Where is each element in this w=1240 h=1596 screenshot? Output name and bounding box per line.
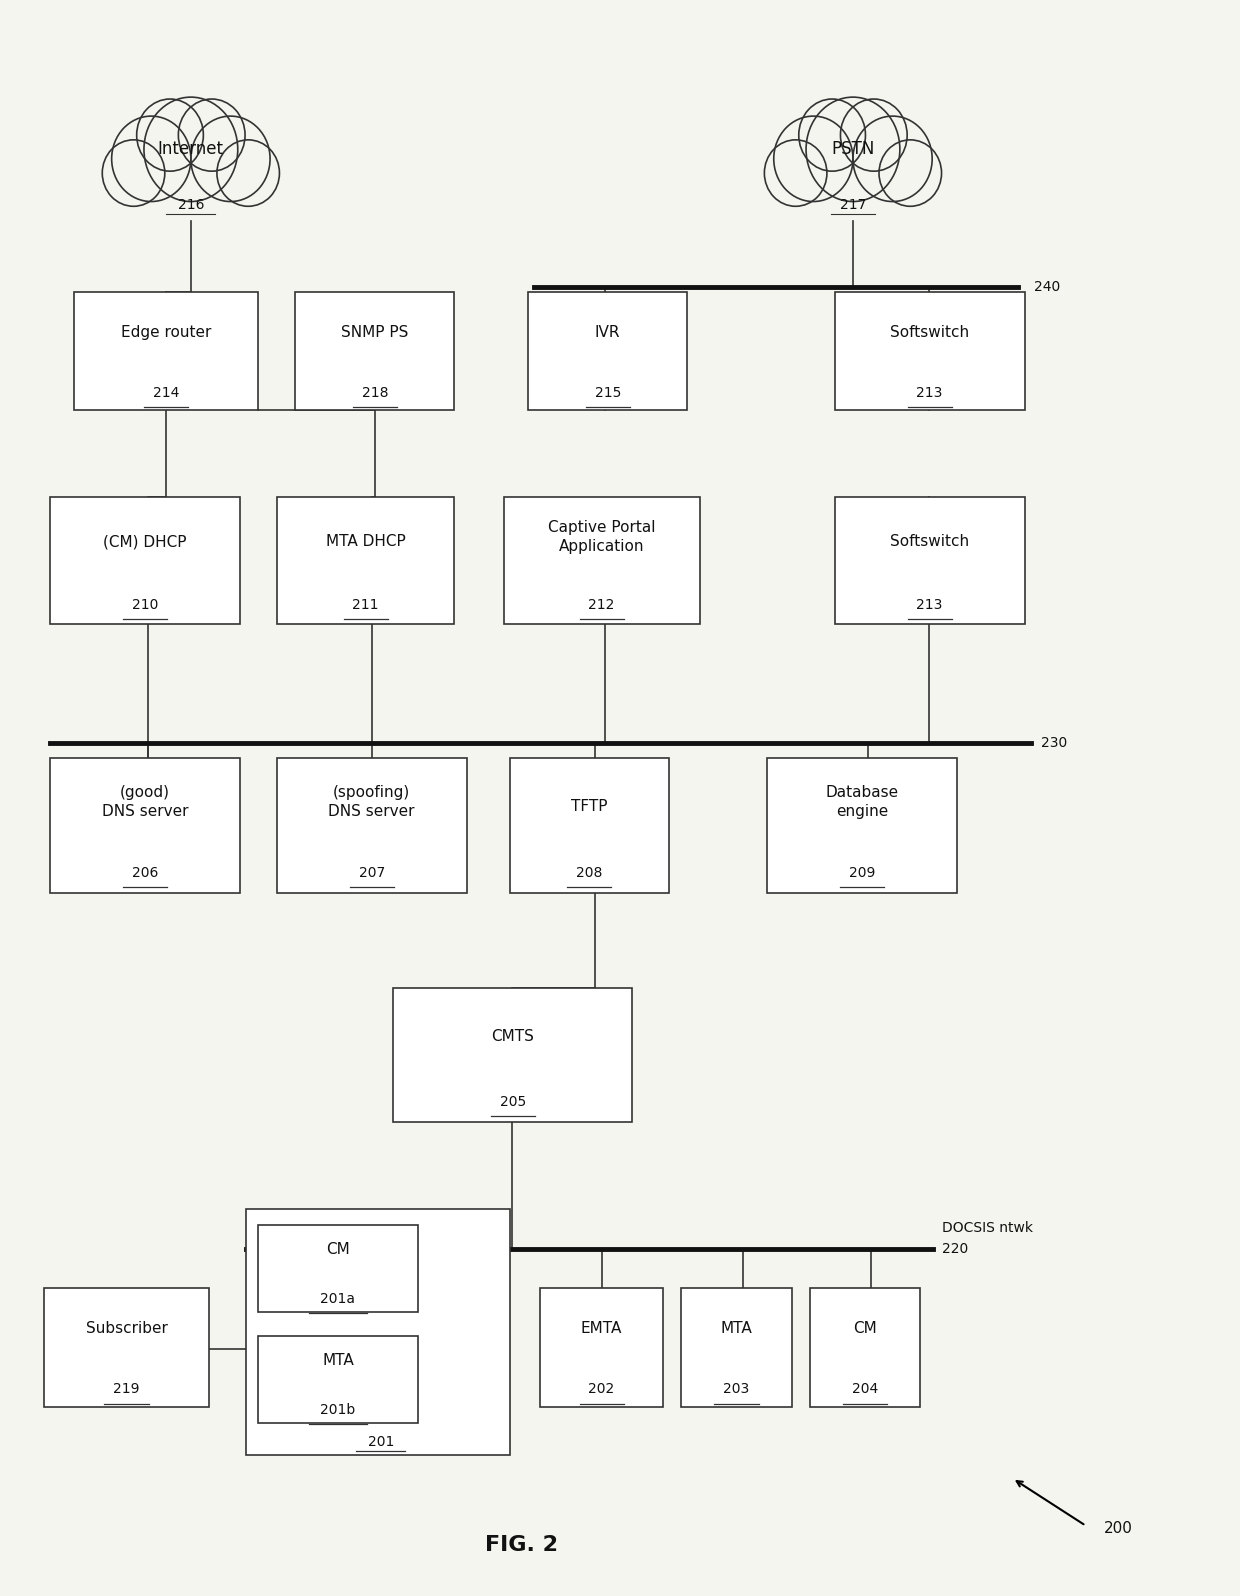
Text: Database
engine: Database engine: [826, 785, 899, 819]
Ellipse shape: [799, 99, 866, 171]
Text: 218: 218: [362, 386, 388, 399]
Text: 213: 213: [916, 598, 942, 611]
Text: (CM) DHCP: (CM) DHCP: [103, 535, 187, 549]
Ellipse shape: [217, 140, 279, 206]
FancyBboxPatch shape: [277, 758, 466, 892]
Text: CMTS: CMTS: [491, 1028, 534, 1044]
Text: Captive Portal
Application: Captive Portal Application: [548, 520, 656, 554]
Ellipse shape: [879, 140, 941, 206]
Text: FIG. 2: FIG. 2: [485, 1535, 558, 1555]
FancyBboxPatch shape: [768, 758, 957, 892]
FancyBboxPatch shape: [835, 498, 1024, 624]
FancyBboxPatch shape: [510, 758, 670, 892]
Text: Edge router: Edge router: [122, 324, 212, 340]
Text: Subscriber: Subscriber: [86, 1321, 167, 1336]
Text: 220: 220: [942, 1242, 968, 1256]
Text: (good)
DNS server: (good) DNS server: [102, 785, 188, 819]
Text: 219: 219: [113, 1382, 140, 1396]
Text: 214: 214: [154, 386, 180, 399]
Ellipse shape: [144, 97, 238, 201]
Text: Softswitch: Softswitch: [890, 324, 970, 340]
FancyBboxPatch shape: [258, 1336, 418, 1424]
Text: 203: 203: [723, 1382, 750, 1396]
Text: Internet: Internet: [157, 140, 224, 158]
Text: CM: CM: [853, 1321, 877, 1336]
Text: 201a: 201a: [320, 1293, 356, 1306]
Ellipse shape: [179, 99, 246, 171]
FancyBboxPatch shape: [295, 292, 455, 410]
Ellipse shape: [191, 117, 270, 201]
Text: 206: 206: [131, 865, 157, 879]
Ellipse shape: [112, 117, 191, 201]
Text: 240: 240: [1034, 279, 1060, 294]
Text: 208: 208: [577, 865, 603, 879]
Text: MTA: MTA: [720, 1321, 753, 1336]
FancyBboxPatch shape: [74, 292, 258, 410]
Ellipse shape: [764, 140, 827, 206]
FancyBboxPatch shape: [43, 1288, 210, 1408]
Ellipse shape: [774, 117, 853, 201]
Text: 210: 210: [131, 598, 157, 611]
Text: 204: 204: [852, 1382, 878, 1396]
Text: (spoofing)
DNS server: (spoofing) DNS server: [329, 785, 415, 819]
FancyBboxPatch shape: [246, 1210, 510, 1454]
Text: 213: 213: [916, 386, 942, 399]
Text: 201: 201: [368, 1435, 394, 1449]
FancyBboxPatch shape: [277, 498, 455, 624]
Text: 207: 207: [358, 865, 384, 879]
Text: DOCSIS ntwk: DOCSIS ntwk: [942, 1221, 1033, 1235]
Text: 212: 212: [589, 598, 615, 611]
Text: 205: 205: [500, 1095, 526, 1109]
FancyBboxPatch shape: [528, 292, 687, 410]
FancyBboxPatch shape: [835, 292, 1024, 410]
Text: 209: 209: [849, 865, 875, 879]
Ellipse shape: [841, 99, 908, 171]
FancyBboxPatch shape: [503, 498, 699, 624]
Text: 230: 230: [1040, 736, 1066, 750]
Text: PSTN: PSTN: [831, 140, 874, 158]
Text: TFTP: TFTP: [572, 800, 608, 814]
Text: 202: 202: [589, 1382, 615, 1396]
Ellipse shape: [102, 140, 165, 206]
FancyBboxPatch shape: [258, 1226, 418, 1312]
Text: 216: 216: [177, 198, 205, 212]
FancyBboxPatch shape: [810, 1288, 920, 1408]
Text: 201b: 201b: [320, 1403, 356, 1417]
Text: 211: 211: [352, 598, 379, 611]
Ellipse shape: [853, 117, 932, 201]
Text: SNMP PS: SNMP PS: [341, 324, 408, 340]
FancyBboxPatch shape: [541, 1288, 663, 1408]
FancyBboxPatch shape: [50, 758, 239, 892]
Text: EMTA: EMTA: [580, 1321, 622, 1336]
Text: Softswitch: Softswitch: [890, 535, 970, 549]
FancyBboxPatch shape: [393, 988, 632, 1122]
Text: 200: 200: [1105, 1521, 1133, 1537]
Text: 215: 215: [594, 386, 621, 399]
FancyBboxPatch shape: [681, 1288, 791, 1408]
FancyBboxPatch shape: [50, 498, 239, 624]
Text: MTA: MTA: [322, 1353, 353, 1368]
Text: MTA DHCP: MTA DHCP: [326, 535, 405, 549]
Ellipse shape: [806, 97, 900, 201]
Ellipse shape: [136, 99, 203, 171]
Text: 217: 217: [839, 198, 867, 212]
Text: CM: CM: [326, 1242, 350, 1258]
Text: IVR: IVR: [595, 324, 620, 340]
